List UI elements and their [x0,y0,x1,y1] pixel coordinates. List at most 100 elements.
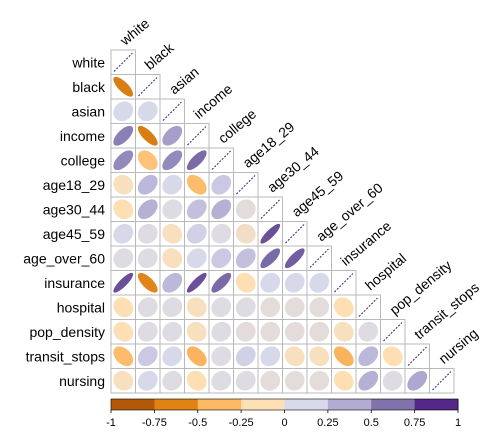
cell-nursing-pop_density [380,368,406,394]
cell-nursing-college [208,368,234,394]
correlation-ellipse [284,321,305,342]
column-label: hospital [362,250,409,293]
cell-pop_density-age45_59 [282,319,308,345]
cell-age45_59-white [110,221,136,247]
legend-tick-label: 1 [455,417,461,429]
column-label: black [141,39,177,73]
correlation-ellipse [113,346,134,367]
matrix-cells [110,49,455,394]
correlation-ellipse [260,321,281,342]
correlation-ellipse [284,370,305,391]
diagonal-line [407,346,427,366]
correlation-ellipse [137,248,158,269]
correlation-ellipse [235,223,256,244]
correlation-ellipse [407,370,428,391]
cell-age45_59-black [135,221,161,247]
correlation-ellipse [211,272,232,293]
correlation-ellipse [137,150,158,171]
correlation-ellipse [186,346,207,367]
diagonal-line [285,224,305,244]
legend-tick-label: -0.25 [229,417,254,429]
cell-transit_stops-age30_44 [257,343,283,369]
cell-insurance-income [184,270,210,296]
cell-transit_stops-asian [159,343,185,369]
cell-insurance-black [135,270,161,296]
cell-hospital-age18_29 [233,294,259,320]
cell-black-white [110,74,136,100]
cell-hospital-white [110,294,136,320]
cell-college-college [208,147,234,173]
cell-income-black [135,123,161,149]
legend-tick-label: -0.5 [188,417,207,429]
cell-insurance-age18_29 [233,270,259,296]
cell-transit_stops-black [135,343,161,369]
cell-transit_stops-insurance [331,343,357,369]
legend-color-segment [371,399,416,410]
legend-color-segment [327,399,372,410]
correlation-ellipse [284,272,305,293]
correlation-ellipse [260,297,281,318]
cell-age45_59-college [208,221,234,247]
correlation-ellipse [309,321,330,342]
cell-pop_density-pop_density [380,319,406,345]
cell-hospital-college [208,294,234,320]
legend-tick-label: 0.5 [364,417,379,429]
correlation-ellipse [284,346,305,367]
diagonal-line [236,175,256,195]
diagonal-line [383,322,403,342]
cell-hospital-age45_59 [282,294,308,320]
cell-age18_29-income [184,172,210,198]
legend-color-segment [284,399,329,410]
correlation-ellipse [333,346,354,367]
legend-tick-label: 0 [281,417,287,429]
correlation-ellipse [137,297,158,318]
correlation-ellipse [113,297,134,318]
cell-nursing-income [184,368,210,394]
correlation-ellipse [358,346,379,367]
correlation-ellipse [309,370,330,391]
cell-college-black [135,147,161,173]
correlation-ellipse [162,223,183,244]
correlation-ellipse [162,346,183,367]
correlation-ellipse [382,346,403,367]
cell-age30_44-asian [159,196,185,222]
cell-pop_density-asian [159,319,185,345]
correlation-ellipse [309,297,330,318]
correlation-ellipse [186,370,207,391]
cell-age45_59-asian [159,221,185,247]
cell-nursing-insurance [331,368,357,394]
cell-age_over_60-college [208,245,234,271]
legend-color-segment [414,399,459,410]
correlation-ellipse [186,272,207,293]
cell-pop_density-age18_29 [233,319,259,345]
cell-hospital-income [184,294,210,320]
correlation-ellipse [211,223,232,244]
legend-tick-label: 0.75 [404,417,425,429]
cell-income-asian [159,123,185,149]
correlation-ellipse [113,76,134,97]
cell-insurance-college [208,270,234,296]
correlation-ellipse [113,150,134,171]
correlation-ellipse [162,321,183,342]
column-label: asian [166,64,202,98]
diagonal-line [358,297,378,317]
correlation-ellipse [113,199,134,220]
cell-black-black [135,74,161,100]
cell-age30_44-college [208,196,234,222]
correlation-ellipse [235,199,256,220]
diagonal-line [211,150,231,170]
correlation-ellipse [137,199,158,220]
row-label: nursing [59,373,105,389]
cell-insurance-age_over_60 [306,270,332,296]
correlation-ellipse [211,248,232,269]
diagonal-line [432,371,452,391]
correlation-ellipse [137,223,158,244]
row-label: age30_44 [43,201,106,217]
correlation-ellipse [137,272,158,293]
cell-transit_stops-age18_29 [233,343,259,369]
cell-nursing-age_over_60 [306,368,332,394]
correlation-ellipse [113,272,134,293]
cell-insurance-asian [159,270,185,296]
correlation-ellipse [137,174,158,195]
cell-pop_density-college [208,319,234,345]
